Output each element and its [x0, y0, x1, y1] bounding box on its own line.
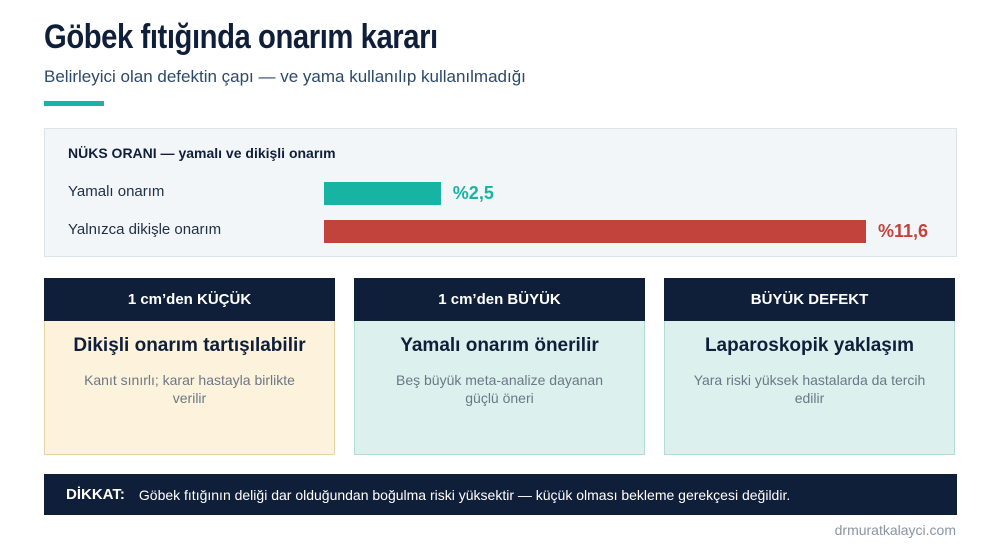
row-label: Yalnızca dikişle onarım — [68, 221, 222, 238]
row-label: Yamalı onarım — [68, 183, 165, 200]
card-text: Yara riski yüksek hastalarda da tercih e… — [693, 372, 926, 406]
card-body: Laparoskopik yaklaşım Yara riski yüksek h… — [664, 321, 955, 455]
card-title: Laparoskopik yaklaşım — [704, 335, 915, 356]
card-body: Yamalı onarım önerilir Beş büyük meta-ana… — [354, 321, 645, 455]
card-text: Kanıt sınırlı; karar hastayla birlikte v… — [84, 372, 295, 406]
chart-title: NÜKS ORANI — yamalı ve dikişli onarım — [68, 145, 336, 161]
subtitle: Belirleyici olan defektin çapı — ve yama… — [44, 67, 526, 86]
footer: drmuratkalayci.com — [834, 522, 956, 538]
title: Göbek fıtığında onarım kararı — [44, 18, 438, 56]
card: 1 cm’den BÜYÜK Yamalı onarım önerilir Beş … — [354, 278, 645, 455]
bar — [324, 182, 441, 205]
bar — [324, 220, 866, 243]
card-header: 1 cm’den BÜYÜK — [354, 278, 645, 321]
value-label: %11,6 — [878, 221, 929, 241]
card-header: 1 cm’den KÜÇÜK — [44, 278, 335, 321]
card: BÜYÜK DEFEKT Laparoskopik yaklaşım Yara ri… — [664, 278, 955, 455]
card: 1 cm’den KÜÇÜK Dikişli onarım tartışılabi… — [44, 278, 335, 455]
warning-label: DİKKAT: — [66, 486, 125, 503]
value-label: %2,5 — [452, 183, 494, 203]
card-title: Dikişli onarım tartışılabilir — [73, 335, 306, 356]
card-header: BÜYÜK DEFEKT — [664, 278, 955, 321]
accent-line — [44, 101, 104, 106]
card-title: Yamalı onarım önerilir — [400, 335, 599, 356]
card-text: Beş büyük meta-analize dayanan güçlü öne… — [395, 372, 604, 406]
warning-text: Göbek fıtığının deliği dar olduğundan bo… — [138, 486, 791, 503]
warning: DİKKAT: Göbek fıtığının deliği dar olduğ… — [44, 474, 957, 515]
card-body: Dikişli onarım tartışılabilir Kanıt sınır… — [44, 321, 335, 455]
